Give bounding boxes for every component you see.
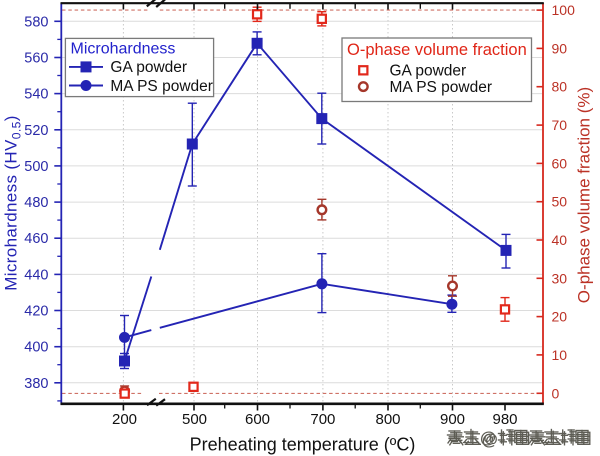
svg-text:380: 380 xyxy=(24,376,48,392)
svg-text:700: 700 xyxy=(310,411,335,428)
svg-text:GA powder: GA powder xyxy=(390,63,467,80)
svg-text:MA PS powder: MA PS powder xyxy=(390,79,493,96)
svg-text:600: 600 xyxy=(245,411,270,428)
svg-text:580: 580 xyxy=(24,14,48,30)
svg-text:60: 60 xyxy=(552,155,568,171)
svg-text:420: 420 xyxy=(24,304,48,320)
svg-text:GA powder: GA powder xyxy=(110,59,187,76)
svg-text:Microhardness (HV0.5): Microhardness (HV0.5) xyxy=(2,115,24,290)
svg-text:0: 0 xyxy=(552,385,560,401)
svg-text:50: 50 xyxy=(552,194,568,210)
svg-text:400: 400 xyxy=(24,340,48,356)
svg-text:200: 200 xyxy=(112,411,137,428)
svg-text:90: 90 xyxy=(552,40,568,56)
svg-text:460: 460 xyxy=(24,231,48,247)
svg-text:900: 900 xyxy=(440,411,465,428)
svg-text:40: 40 xyxy=(552,232,568,248)
svg-text:520: 520 xyxy=(24,123,48,139)
svg-text:Microhardness: Microhardness xyxy=(71,41,176,58)
svg-text:30: 30 xyxy=(552,270,568,286)
svg-text:500: 500 xyxy=(182,411,207,428)
svg-text:MA PS powder: MA PS powder xyxy=(110,78,213,95)
svg-text:480: 480 xyxy=(24,195,48,211)
svg-text:Preheating temperature (ºC): Preheating temperature (ºC) xyxy=(190,435,416,455)
svg-text:100: 100 xyxy=(552,2,576,18)
svg-text:500: 500 xyxy=(24,159,48,175)
svg-text:O-phase volume fraction: O-phase volume fraction xyxy=(347,41,527,59)
svg-text:800: 800 xyxy=(375,411,400,428)
svg-text:70: 70 xyxy=(552,117,568,133)
svg-text:20: 20 xyxy=(552,309,568,325)
svg-text:80: 80 xyxy=(552,79,568,95)
svg-text:O-phase volume fraction (%): O-phase volume fraction (%) xyxy=(575,87,594,303)
svg-text:560: 560 xyxy=(24,51,48,67)
svg-text:540: 540 xyxy=(24,87,48,103)
svg-text:980: 980 xyxy=(492,411,517,428)
svg-text:10: 10 xyxy=(552,347,568,363)
svg-text:440: 440 xyxy=(24,267,48,283)
